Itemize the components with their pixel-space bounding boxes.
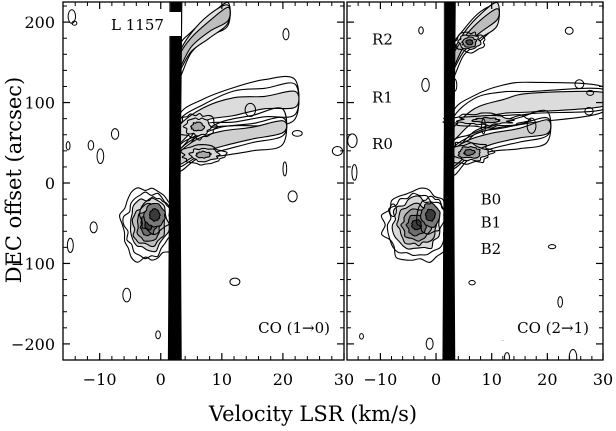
annotation-r0: R0 <box>372 135 393 153</box>
noise-contour <box>425 337 434 350</box>
noise-contour <box>96 148 105 165</box>
x-tick-label: 10 <box>212 370 232 389</box>
subtitle-bg <box>238 314 338 340</box>
x-tick-label: 10 <box>482 370 502 389</box>
noise-contour <box>421 77 430 92</box>
x-tick-label: −10 <box>83 370 117 389</box>
x-tick-label: 0 <box>156 370 166 389</box>
annotation-bg <box>477 190 504 210</box>
noise-contour <box>359 333 364 340</box>
annotation-bg <box>477 239 504 259</box>
blue-lobe-contour <box>119 187 179 263</box>
y-tick-label: 100 <box>24 94 55 113</box>
noise-contour <box>65 141 71 151</box>
noise-contour <box>568 349 578 360</box>
noise-contour <box>557 296 563 308</box>
contour-area <box>65 2 344 360</box>
annotation-bg <box>369 88 396 108</box>
blue-lobe-contour <box>380 187 451 263</box>
red-lobe-contour <box>449 87 603 151</box>
noise-contour <box>229 277 241 287</box>
annotation-bg <box>477 213 504 233</box>
x-tick-label: 20 <box>273 370 293 389</box>
x-tick-label: 30 <box>334 370 354 389</box>
panel-subtitle: CO (1→0) <box>258 319 330 337</box>
annotation-r2: R2 <box>372 31 393 49</box>
annotation-b0: B0 <box>481 191 502 209</box>
red-lobe-inner-contour <box>176 120 288 166</box>
plot-frame <box>346 1 604 361</box>
y-tick-label: 0 <box>45 174 55 193</box>
red-knot-contour <box>180 144 228 166</box>
noise-contour <box>564 26 574 35</box>
y-axis-title: DEC offset (arcsec) <box>2 77 26 283</box>
annotation-bg <box>369 135 396 155</box>
red-lobe-inner-contour <box>450 117 552 170</box>
blue-lobe-contour <box>386 192 449 257</box>
noise-contour <box>89 221 98 234</box>
x-axis-title: Velocity LSR (km/s) <box>208 402 417 426</box>
ridge-peak <box>169 2 181 360</box>
title-bg <box>103 12 181 36</box>
noise-contour <box>389 203 397 217</box>
red-knot-contour <box>195 150 212 159</box>
noise-contour <box>526 117 537 134</box>
red-lobe-inner-contour <box>450 109 552 176</box>
annotation-r1: R1 <box>372 89 393 107</box>
blue-core-contour <box>138 196 171 235</box>
noise-contour <box>584 107 594 116</box>
noise-contour <box>282 28 290 41</box>
noise-contour <box>110 128 120 140</box>
blue-core-contour <box>424 208 436 222</box>
noise-contour <box>155 330 161 340</box>
panel-title: L 1157 <box>111 16 164 34</box>
noise-contour <box>468 279 476 286</box>
noise-contour <box>452 78 458 92</box>
x-tick-label: −10 <box>364 370 398 389</box>
x-tick-label: 30 <box>593 370 613 389</box>
noise-contour <box>586 89 595 96</box>
blue-lobe-contour <box>122 191 175 260</box>
y-tick-label: −200 <box>11 335 55 354</box>
noise-contour <box>291 130 303 137</box>
y-tick-label: −100 <box>11 254 55 273</box>
contour-area <box>347 2 603 360</box>
red-knot-contour <box>190 121 206 132</box>
noise-contour <box>481 118 486 135</box>
blue-core-contour <box>416 195 446 235</box>
panel-subtitle: CO (2→1) <box>517 319 589 337</box>
noise-contour <box>244 102 257 118</box>
r2-knot-contour <box>465 39 474 46</box>
noise-contour <box>347 133 358 148</box>
r0-knot-contour <box>462 148 476 157</box>
panel-right: −10 0 10 20 30 CO (2→1) R2 R1 R0 B0 B1 B2 <box>346 1 613 389</box>
x-tick-label: 0 <box>431 370 441 389</box>
blue-lobe-contour <box>410 219 422 231</box>
noise-contour <box>87 140 95 151</box>
noise-contour <box>504 352 510 360</box>
noise-contour <box>66 237 74 253</box>
annotation-bg <box>369 30 396 50</box>
annotation-b2: B2 <box>481 240 502 258</box>
r1-knot-contour <box>471 116 501 124</box>
ridge-peak <box>443 2 454 360</box>
annotation-b1: B1 <box>481 213 502 231</box>
noise-contour <box>122 287 132 303</box>
subtitle-bg <box>497 314 597 340</box>
noise-contour <box>351 164 358 181</box>
noise-contour <box>418 26 424 35</box>
blue-core-contour <box>149 208 161 222</box>
plot-frame <box>62 1 345 361</box>
noise-contour <box>287 190 298 203</box>
noise-contour <box>282 161 288 177</box>
noise-contour <box>574 79 585 90</box>
noise-contour <box>547 244 557 250</box>
x-tick-label: 20 <box>537 370 557 389</box>
y-tick-label: 200 <box>24 13 55 32</box>
noise-contour <box>71 20 78 26</box>
